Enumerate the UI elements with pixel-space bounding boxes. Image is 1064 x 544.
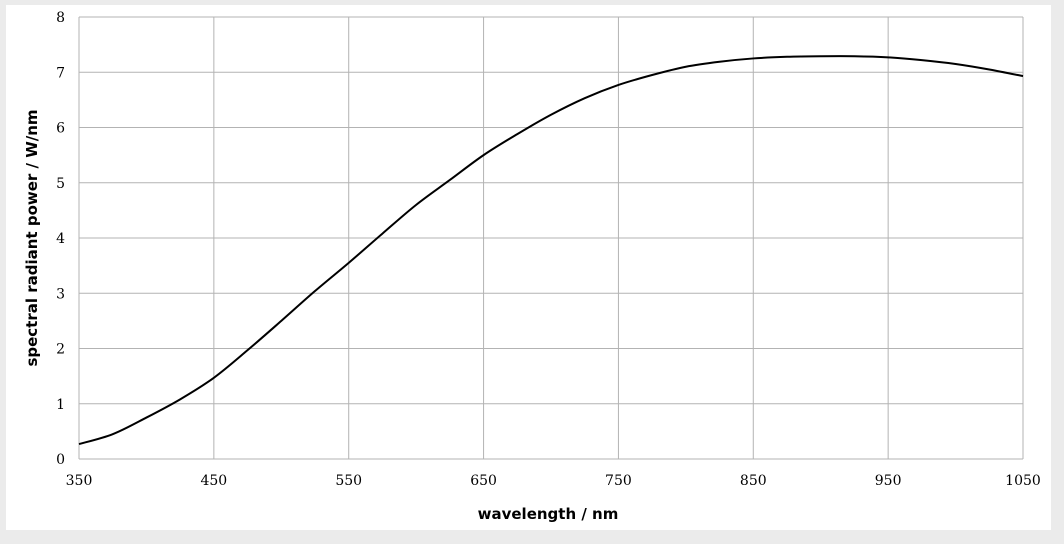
horizontal-gridlines [79, 16, 1023, 460]
y-tick-label-7: 7 [56, 65, 65, 81]
x-tick-label-1: 450 [200, 473, 227, 489]
y-tick-label-0: 0 [56, 452, 65, 468]
x-axis-title: wavelength / nm [478, 505, 619, 523]
spectral-power-chart: 350 450 550 650 750 850 950 1050 0 1 2 3 4 5 6 7 8 wave… [23, 10, 1041, 523]
y-tick-label-2: 2 [56, 342, 65, 358]
y-tick-label-4: 4 [56, 231, 65, 247]
chart-frame: 350 450 550 650 750 850 950 1050 0 1 2 3 4 5 6 7 8 wave… [6, 5, 1051, 530]
y-tick-label-6: 6 [56, 121, 65, 137]
x-tick-label-7: 1050 [1005, 473, 1041, 489]
x-tick-label-5: 850 [740, 473, 767, 489]
series-line [78, 55, 1024, 446]
y-axis-tick-labels: 0 1 2 3 4 5 6 7 8 [56, 10, 65, 468]
y-axis-title: spectral radiant power / W/nm [23, 109, 41, 366]
y-tick-label-3: 3 [56, 286, 65, 302]
y-tick-label-8: 8 [56, 10, 65, 26]
x-tick-label-6: 950 [875, 473, 902, 489]
x-tick-label-2: 550 [335, 473, 362, 489]
x-tick-label-3: 650 [470, 473, 497, 489]
x-tick-label-4: 750 [605, 473, 632, 489]
y-tick-label-5: 5 [56, 176, 65, 192]
y-tick-label-1: 1 [56, 397, 65, 413]
x-tick-label-0: 350 [66, 473, 93, 489]
x-axis-tick-labels: 350 450 550 650 750 850 950 1050 [66, 473, 1041, 489]
